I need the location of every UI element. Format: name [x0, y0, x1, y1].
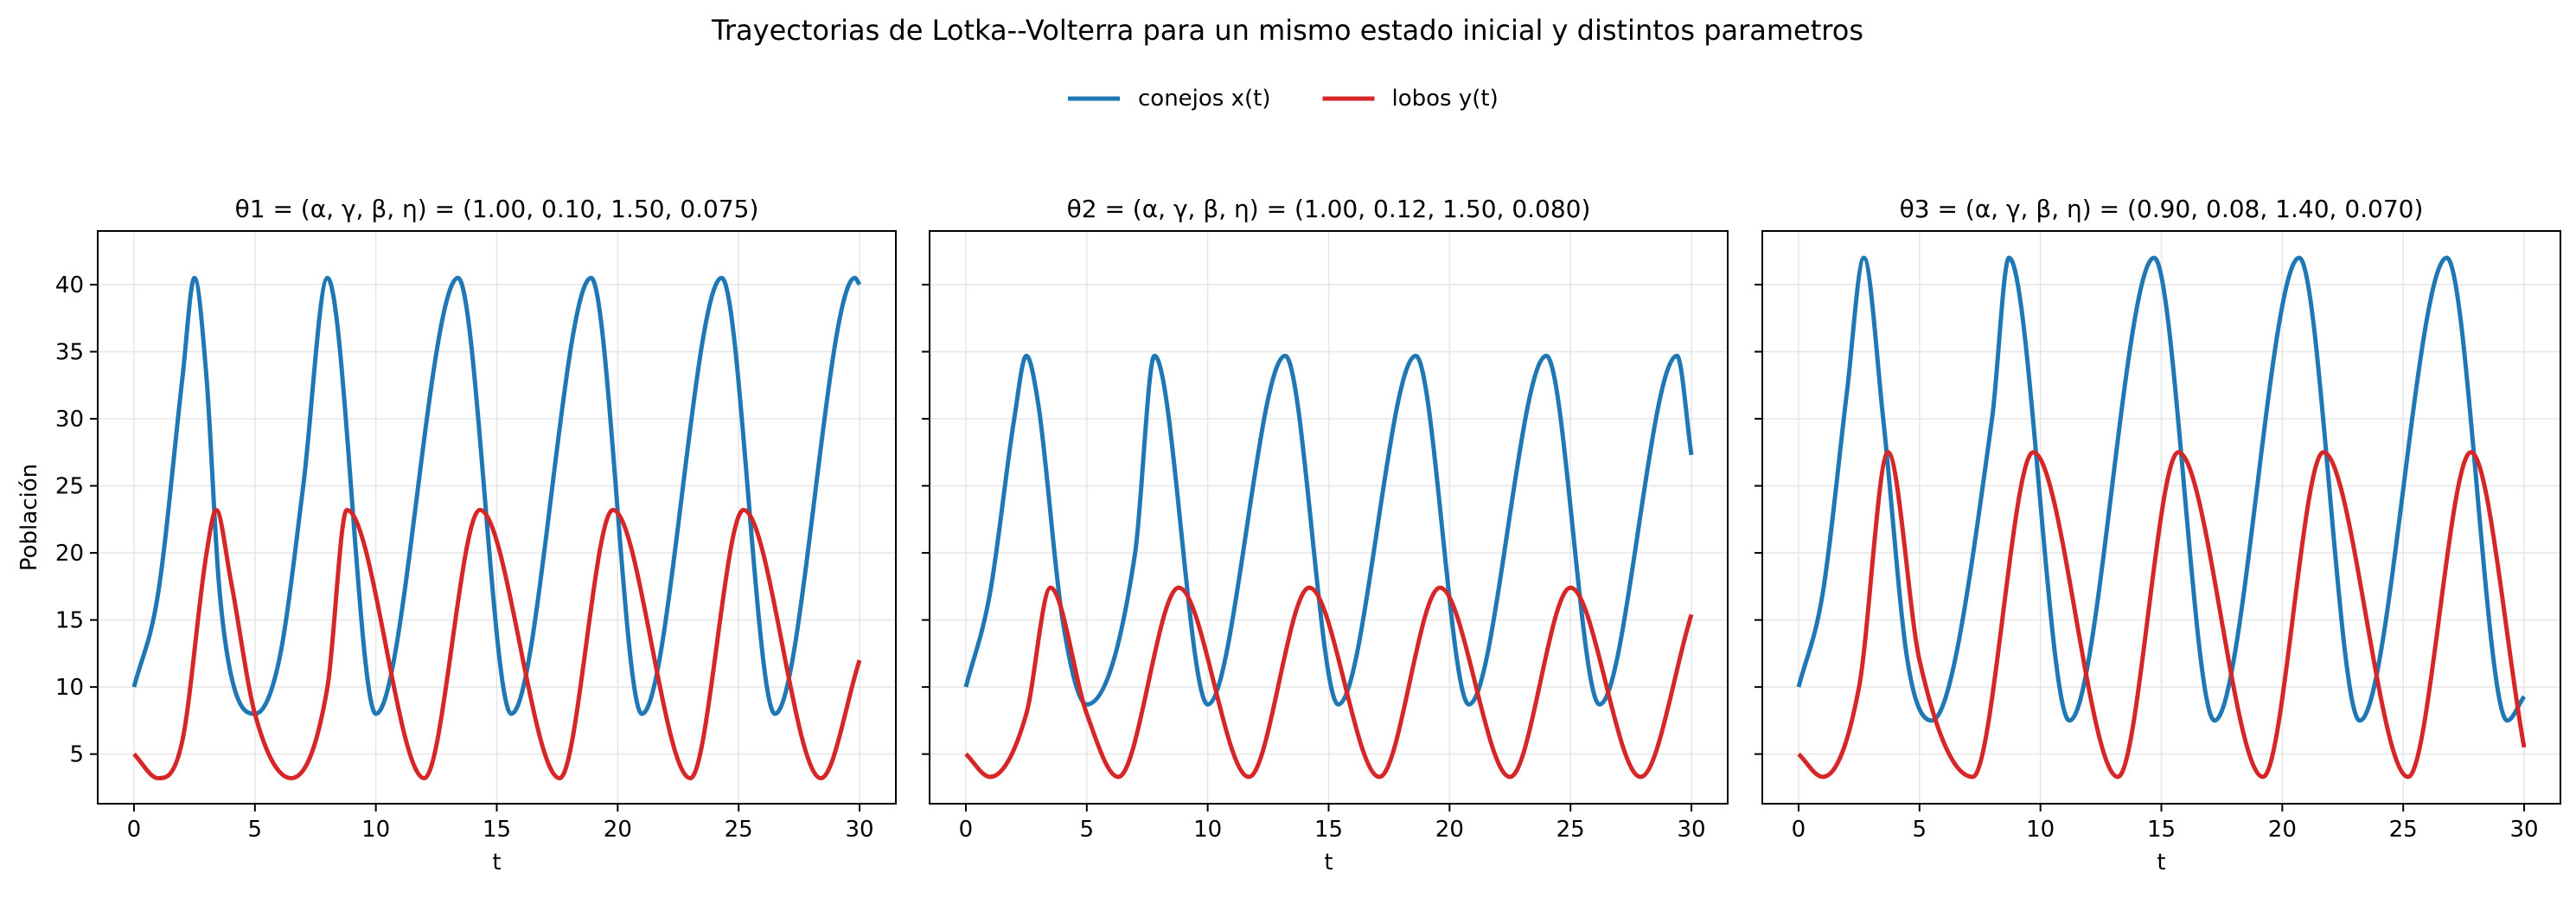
x-tick-label: 5	[1080, 817, 1095, 843]
x-tick-label: 0	[959, 817, 974, 843]
x-tick-label: 20	[604, 817, 632, 843]
legend-label-conejos: conejos x(t)	[1138, 86, 1271, 112]
x-axis-label: t	[1324, 850, 1333, 876]
series-line-lobos	[964, 585, 1694, 779]
y-tick-label: 40	[55, 273, 84, 298]
series-line-conejos	[1796, 255, 2527, 723]
x-tick-label: 15	[2147, 817, 2176, 843]
subplot-title: θ3 = (α, γ, β, η) = (0.90, 0.08, 1.40, 0…	[1900, 195, 2424, 223]
x-tick-label: 20	[1435, 817, 1464, 843]
y-tick-label: 35	[55, 340, 84, 366]
series-line-conejos	[131, 275, 862, 716]
legend: conejos x(t) lobos y(t)	[1068, 86, 1499, 112]
y-tick-label: 30	[55, 407, 84, 433]
y-tick-label: 10	[55, 675, 84, 701]
series-line-lobos	[132, 508, 862, 780]
series-line-lobos	[1797, 450, 2527, 779]
x-axis-label: t	[492, 850, 501, 876]
x-tick-label: 25	[2389, 817, 2418, 843]
x-tick-label: 15	[483, 817, 511, 843]
series-line-conejos	[963, 353, 1694, 707]
x-tick-label: 30	[845, 817, 873, 843]
x-tick-label: 5	[248, 817, 263, 843]
x-tick-label: 15	[1314, 817, 1343, 843]
figure-suptitle: Trayectorias de Lotka--Volterra para un …	[711, 14, 1863, 47]
subplot-title: θ2 = (α, γ, β, η) = (1.00, 0.12, 1.50, 0…	[1067, 195, 1591, 223]
legend-label-lobos: lobos y(t)	[1392, 86, 1499, 112]
x-tick-label: 10	[361, 817, 390, 843]
subplot-title: θ1 = (α, γ, β, η) = (1.00, 0.10, 1.50, 0…	[235, 195, 759, 223]
y-tick-label: 5	[69, 742, 84, 768]
y-axis-label: Población	[16, 464, 42, 571]
x-tick-label: 20	[2268, 817, 2297, 843]
x-tick-label: 30	[2509, 817, 2538, 843]
y-tick-label: 25	[55, 474, 84, 500]
x-tick-label: 30	[1677, 817, 1705, 843]
x-tick-label: 10	[2026, 817, 2055, 843]
x-tick-label: 10	[1193, 817, 1222, 843]
x-tick-label: 0	[1792, 817, 1806, 843]
x-axis-label: t	[2157, 850, 2165, 876]
subplot-3: θ3 = (α, γ, β, η) = (0.90, 0.08, 1.40, 0…	[1755, 195, 2561, 876]
y-tick-label: 15	[55, 608, 84, 634]
x-tick-label: 25	[1556, 817, 1585, 843]
x-tick-label: 0	[127, 817, 142, 843]
subplot-2: θ2 = (α, γ, β, η) = (1.00, 0.12, 1.50, 0…	[922, 195, 1729, 876]
subplot-1: θ1 = (α, γ, β, η) = (1.00, 0.10, 1.50, 0…	[16, 195, 897, 876]
x-tick-label: 5	[1913, 817, 1927, 843]
x-tick-label: 25	[725, 817, 753, 843]
subplots: θ1 = (α, γ, β, η) = (1.00, 0.10, 1.50, 0…	[16, 195, 2561, 876]
y-tick-label: 20	[55, 541, 84, 567]
